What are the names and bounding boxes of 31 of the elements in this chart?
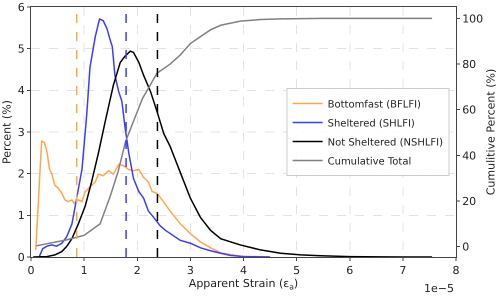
y2-axis-title: Cumulitive Percent (%): [484, 68, 498, 196]
text: 1e−5: [424, 282, 454, 295]
y2-tick-label: 100: [462, 12, 484, 26]
x-tick-label: 8: [452, 264, 460, 278]
legend-label: Bottomfast (BFLFI): [328, 99, 422, 110]
x-tick-label: 4: [240, 264, 247, 278]
y2-tick-label: 80: [462, 58, 476, 71]
x-tick-label: 1: [80, 264, 88, 278]
legend-label: Not Sheltered (NSHLFI): [328, 137, 444, 148]
y2-tick-label: 0: [462, 240, 470, 254]
y-tick-label: 4: [18, 84, 25, 98]
y-tick-label: 1: [18, 209, 25, 222]
y-tick-label: 3: [18, 126, 25, 139]
x-axis-title: Apparent Strain (ε$_{a}$): [188, 277, 298, 292]
y-axis-title: Percent (%): [0, 100, 14, 164]
y2-tick-label: 40: [462, 149, 476, 162]
y2-tick-label: 60: [462, 104, 476, 117]
x-tick-label: 5: [293, 264, 300, 278]
y-tick-label: 2: [18, 168, 25, 181]
y2-tick-label: 20: [462, 194, 476, 208]
y-tick-label: 6: [18, 0, 25, 14]
legend-label: Sheltered (SHLFI): [328, 118, 415, 130]
legend-label: Cumulative Total: [328, 156, 412, 168]
y-tick-label: 0: [18, 250, 25, 264]
y-tick-label: 5: [18, 42, 25, 56]
x-tick-label: 2: [134, 264, 141, 278]
x-tick-label: 3: [186, 264, 194, 278]
x-tick-label: 6: [346, 264, 354, 278]
x-tick-label: 7: [399, 264, 406, 278]
line-series: [38, 18, 271, 257]
x-tick-label: 0: [28, 264, 34, 278]
